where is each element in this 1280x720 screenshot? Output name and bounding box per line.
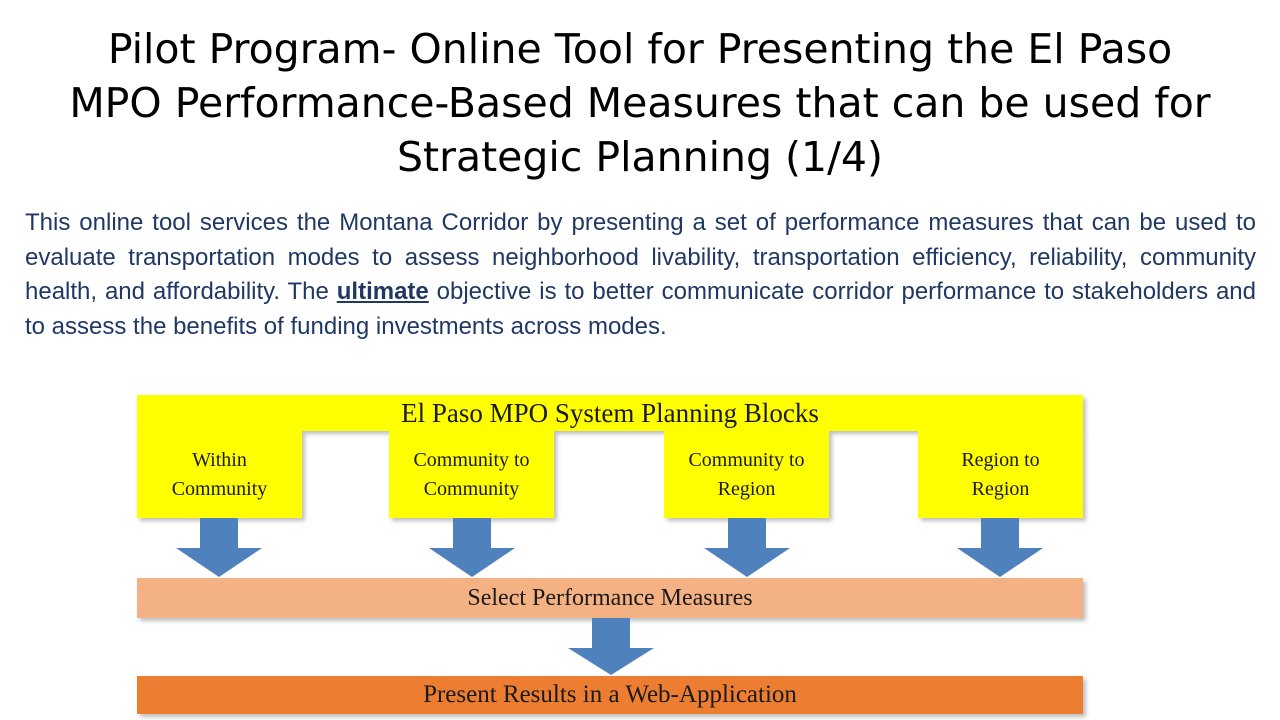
planning-blocks-header: El Paso MPO System Planning Blocks <box>137 395 1083 431</box>
block-label-line-2: Region <box>717 477 776 500</box>
title-line-3: Strategic Planning (1/4) <box>397 133 883 181</box>
block-region-to-region: Region to Region <box>918 431 1083 518</box>
title-line-1: Pilot Program- Online Tool for Presentin… <box>107 25 1173 73</box>
select-performance-measures-box: Select Performance Measures <box>137 578 1083 618</box>
block-label-line-1: Region to <box>961 448 1040 471</box>
block-label-line-2: Region <box>971 477 1030 500</box>
block-label-line-1: Community to <box>413 448 530 471</box>
block-label-line-2: Community <box>423 477 520 500</box>
down-arrow-icon <box>957 518 1043 577</box>
intro-emphasis-word: ultimate <box>336 278 429 305</box>
down-arrow-icon <box>429 518 515 577</box>
block-label-line-1: Community to <box>688 448 805 471</box>
slide-title: Pilot Program- Online Tool for Presentin… <box>0 22 1280 184</box>
intro-paragraph: This online tool services the Montana Co… <box>25 206 1256 344</box>
down-arrow-icon <box>704 518 790 577</box>
intro-text-after: objective is to better communicate corri… <box>25 278 1256 340</box>
present-results-box: Present Results in a Web-Application <box>137 676 1083 714</box>
block-label-line-1: Within <box>192 448 247 471</box>
intro-text-before: This online tool services the Montana Co… <box>25 209 1256 305</box>
block-community-to-community: Community to Community <box>389 431 554 518</box>
block-label-line-2: Community <box>171 477 268 500</box>
block-within-community: Within Community <box>137 431 302 518</box>
down-arrow-icon <box>568 618 654 675</box>
block-community-to-region: Community to Region <box>664 431 829 518</box>
down-arrow-icon <box>176 518 262 577</box>
title-line-2: MPO Performance-Based Measures that can … <box>69 79 1211 127</box>
